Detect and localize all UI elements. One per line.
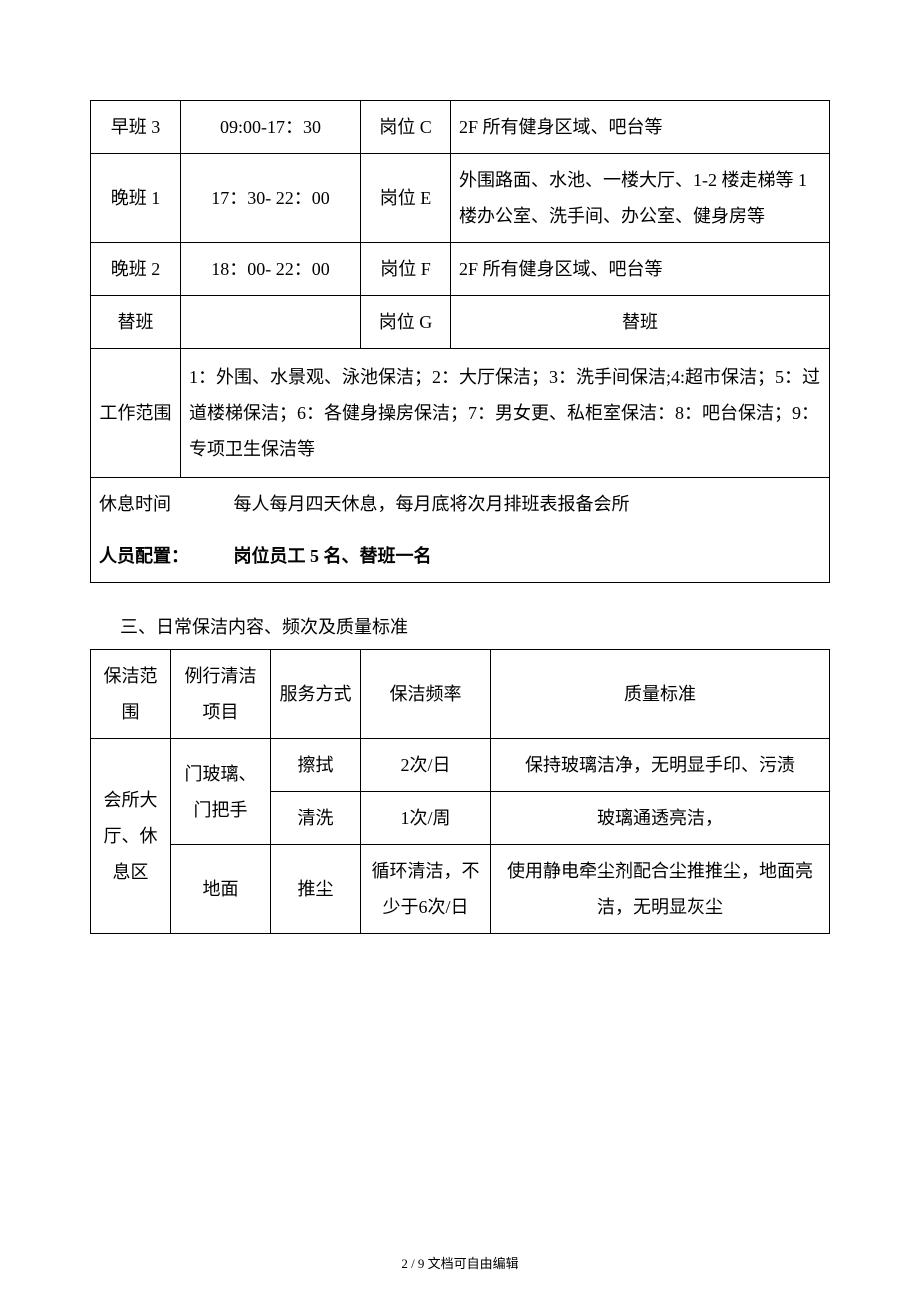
header-cell: 保洁范围	[91, 650, 171, 739]
scope-label: 工作范围	[91, 349, 181, 478]
shift-cell: 替班	[91, 296, 181, 349]
time-cell	[181, 296, 361, 349]
scope-content: 1：外围、水景观、泳池保洁；2：大厅保洁；3：洗手间保洁;4:超市保洁；5：过道…	[181, 349, 830, 478]
standard-table: 保洁范围 例行清洁项目 服务方式 保洁频率 质量标准 会所大厅、休息区 门玻璃、…	[90, 649, 830, 934]
freq-cell: 循环清洁，不少于6次/日	[361, 845, 491, 934]
freq-cell: 1次/周	[361, 792, 491, 845]
header-cell: 保洁频率	[361, 650, 491, 739]
post-cell: 岗位 G	[361, 296, 451, 349]
method-cell: 推尘	[271, 845, 361, 934]
post-cell: 岗位 E	[361, 154, 451, 243]
area-cell: 外围路面、水池、一楼大厅、1-2 楼走梯等 1 楼办公室、洗手间、办公室、健身房…	[451, 154, 830, 243]
table-row: 地面 推尘 循环清洁，不少于6次/日 使用静电牵尘剂配合尘推推尘，地面亮洁，无明…	[91, 845, 830, 934]
item-cell: 地面	[171, 845, 271, 934]
area-cell: 会所大厅、休息区	[91, 739, 171, 934]
header-cell: 质量标准	[491, 650, 830, 739]
rest-content: 每人每月四天休息，每月底将次月排班表报备会所	[234, 494, 630, 514]
item-cell: 门玻璃、门把手	[171, 739, 271, 845]
section-heading: 三、日常保洁内容、频次及质量标准	[120, 611, 830, 643]
std-cell: 使用静电牵尘剂配合尘推推尘，地面亮洁，无明显灰尘	[491, 845, 830, 934]
post-cell: 岗位 C	[361, 101, 451, 154]
method-cell: 清洗	[271, 792, 361, 845]
time-cell: 09:00-17：30	[181, 101, 361, 154]
table-row: 替班 岗位 G 替班	[91, 296, 830, 349]
table-row: 早班 3 09:00-17：30 岗位 C 2F 所有健身区域、吧台等	[91, 101, 830, 154]
header-cell: 服务方式	[271, 650, 361, 739]
rest-cell: 休息时间 每人每月四天休息，每月底将次月排班表报备会所	[91, 478, 830, 531]
shift-cell: 晚班 2	[91, 243, 181, 296]
page-footer: 2 / 9 文档可自由编辑	[0, 1253, 920, 1272]
shift-cell: 早班 3	[91, 101, 181, 154]
rest-label: 休息时间	[99, 486, 209, 522]
table-row: 晚班 1 17：30- 22：00 岗位 E 外围路面、水池、一楼大厅、1-2 …	[91, 154, 830, 243]
staff-label: 人员配置：	[99, 538, 209, 574]
table-row: 会所大厅、休息区 门玻璃、门把手 擦拭 2次/日 保持玻璃洁净，无明显手印、污渍	[91, 739, 830, 792]
scope-row: 工作范围 1：外围、水景观、泳池保洁；2：大厅保洁；3：洗手间保洁;4:超市保洁…	[91, 349, 830, 478]
area-cell: 2F 所有健身区域、吧台等	[451, 101, 830, 154]
staff-content: 岗位员工 5 名、替班一名	[234, 546, 432, 566]
area-cell: 替班	[451, 296, 830, 349]
time-cell: 18：00- 22：00	[181, 243, 361, 296]
post-cell: 岗位 F	[361, 243, 451, 296]
time-cell: 17：30- 22：00	[181, 154, 361, 243]
freq-cell: 2次/日	[361, 739, 491, 792]
area-cell: 2F 所有健身区域、吧台等	[451, 243, 830, 296]
header-row: 保洁范围 例行清洁项目 服务方式 保洁频率 质量标准	[91, 650, 830, 739]
std-cell: 保持玻璃洁净，无明显手印、污渍	[491, 739, 830, 792]
header-cell: 例行清洁项目	[171, 650, 271, 739]
shift-table: 早班 3 09:00-17：30 岗位 C 2F 所有健身区域、吧台等 晚班 1…	[90, 100, 830, 583]
rest-row: 休息时间 每人每月四天休息，每月底将次月排班表报备会所	[91, 478, 830, 531]
method-cell: 擦拭	[271, 739, 361, 792]
shift-cell: 晚班 1	[91, 154, 181, 243]
staff-row: 人员配置： 岗位员工 5 名、替班一名	[91, 530, 830, 583]
staff-cell: 人员配置： 岗位员工 5 名、替班一名	[91, 530, 830, 583]
table-row: 晚班 2 18：00- 22：00 岗位 F 2F 所有健身区域、吧台等	[91, 243, 830, 296]
std-cell: 玻璃通透亮洁，	[491, 792, 830, 845]
document-page: 早班 3 09:00-17：30 岗位 C 2F 所有健身区域、吧台等 晚班 1…	[0, 0, 920, 1302]
